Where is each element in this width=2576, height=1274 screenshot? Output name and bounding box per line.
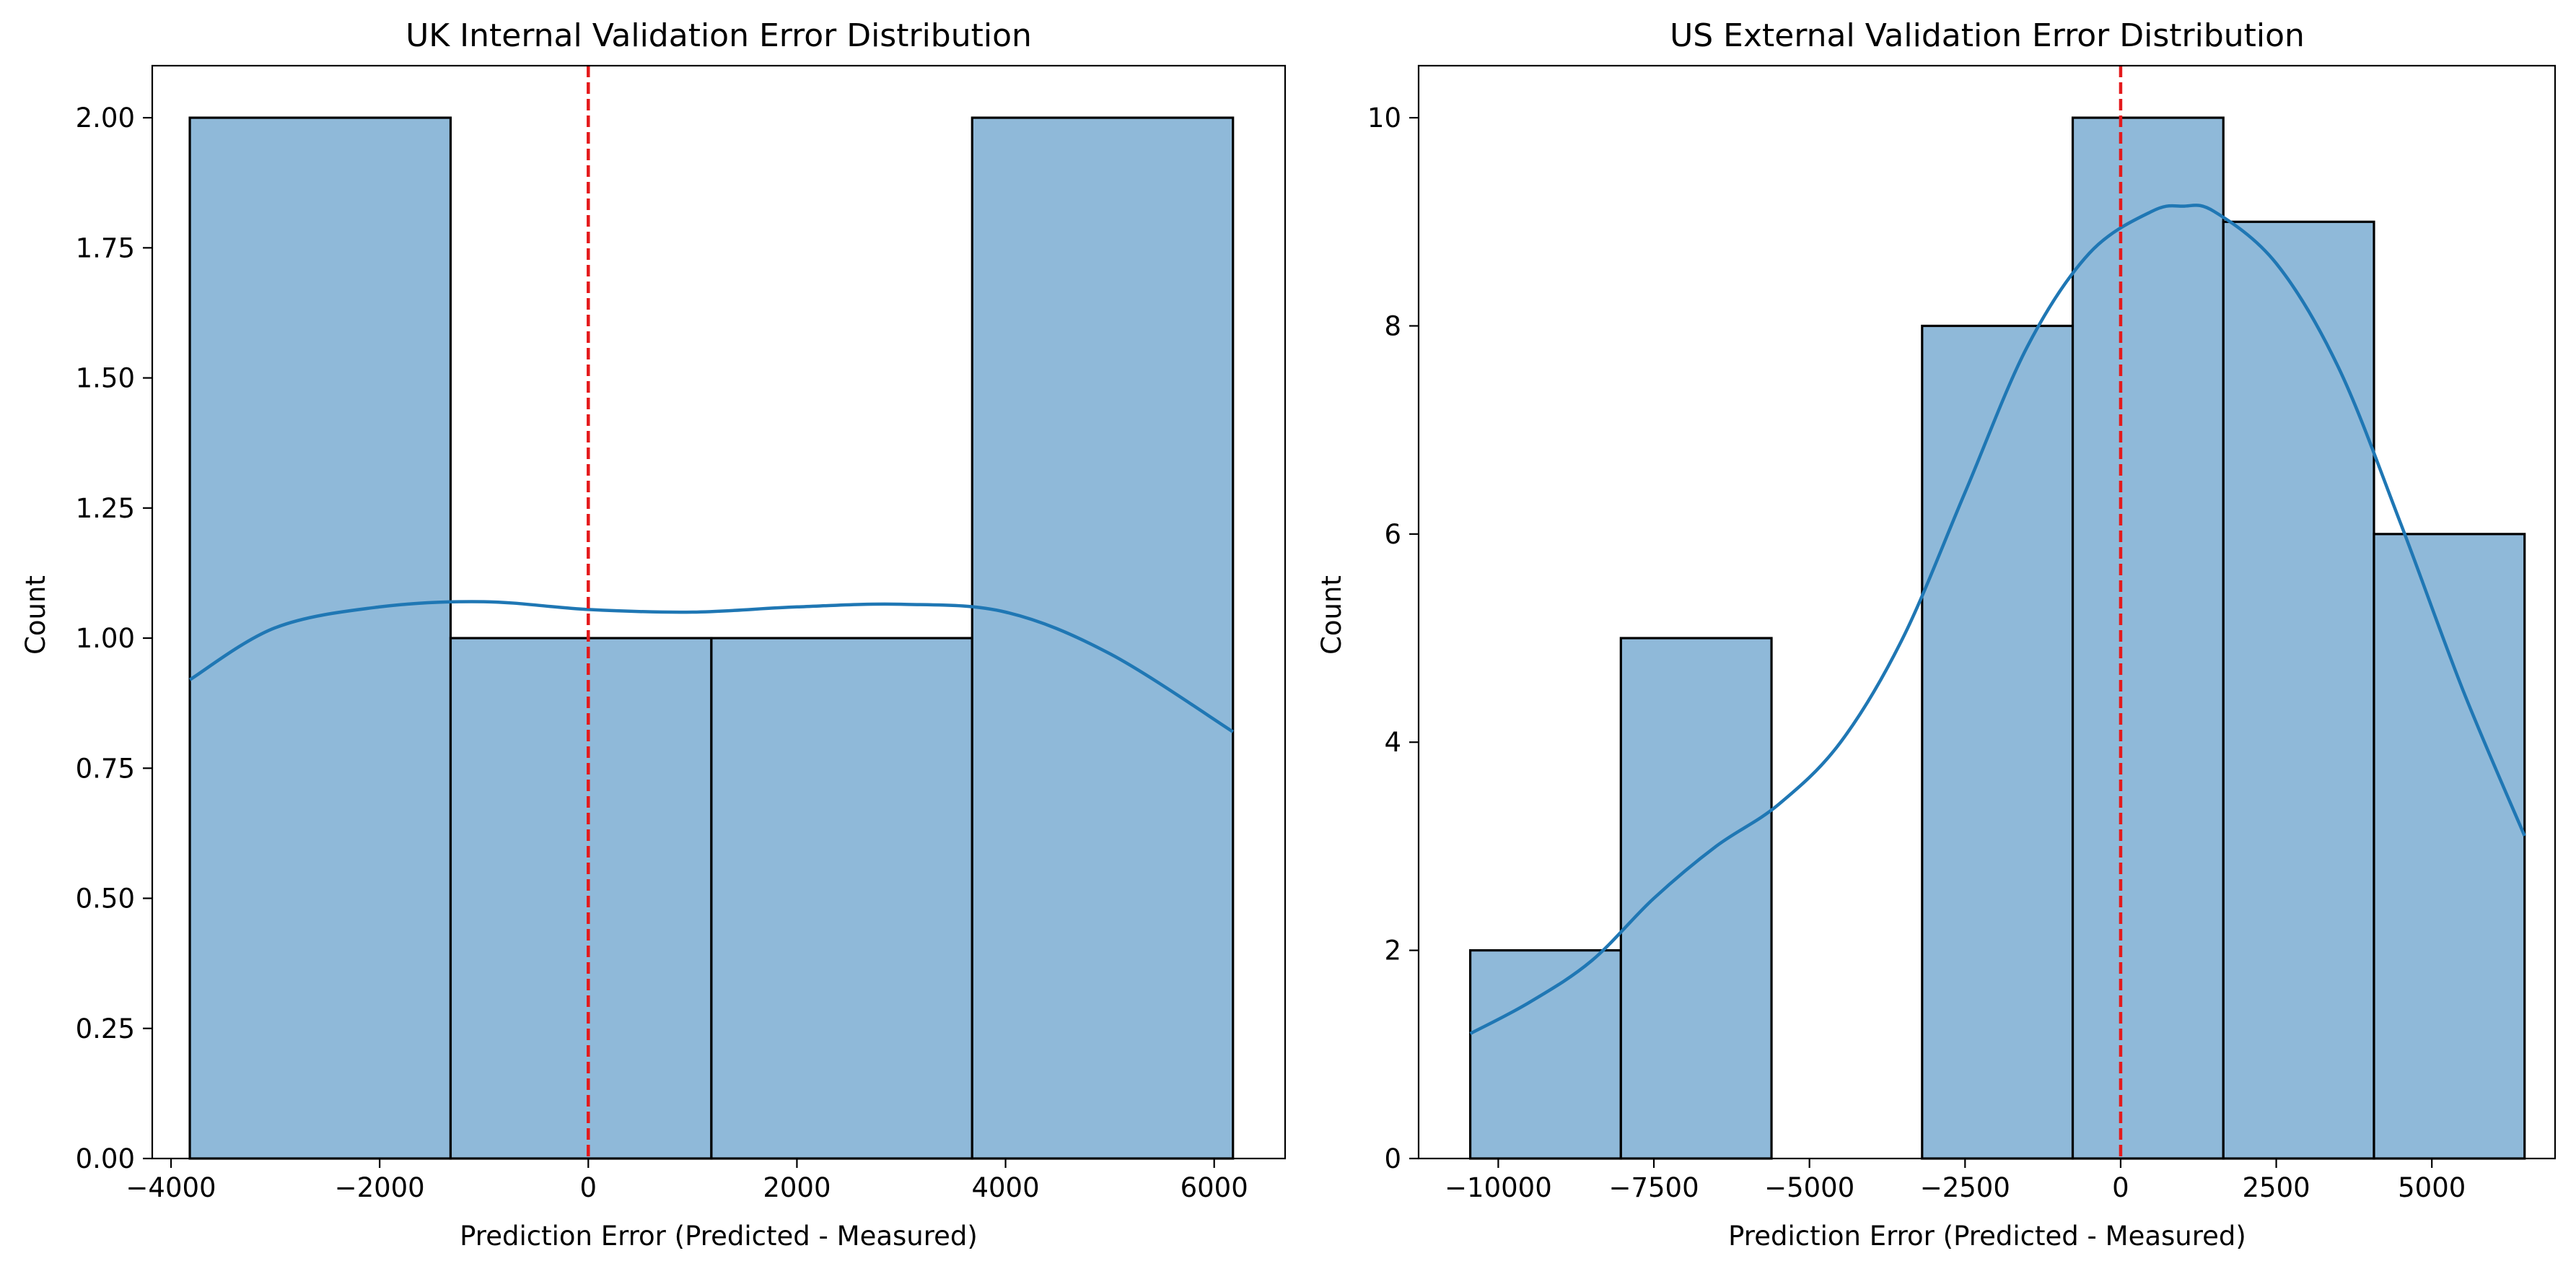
us-x-tick-label: 0: [2112, 1172, 2129, 1203]
us-y-tick-label: 10: [1367, 102, 1401, 134]
uk-y-tick-label: 1.75: [76, 232, 135, 263]
us-y-tick-label: 8: [1384, 310, 1401, 341]
uk-x-tick-label: 6000: [1180, 1172, 1248, 1203]
uk-x-tick-label: −2000: [335, 1172, 425, 1203]
us-x-tick-label: −10000: [1445, 1172, 1552, 1203]
us-x-tick-label: 2500: [2242, 1172, 2310, 1203]
us-histogram-bar: [2222, 220, 2375, 1160]
us-x-tick-label: −5000: [1764, 1172, 1854, 1203]
uk-y-axis-label: Count: [20, 575, 51, 655]
us-x-tick-label: 5000: [2398, 1172, 2466, 1203]
uk-histogram-bar: [188, 116, 452, 1160]
us-histogram-bar: [2071, 116, 2225, 1160]
us-histogram-bar: [1921, 324, 2075, 1160]
uk-chart-title: UK Internal Validation Error Distributio…: [406, 17, 1032, 54]
uk-y-tick-label: 0.50: [76, 883, 135, 915]
uk-histogram-bar: [449, 637, 713, 1160]
uk-y-tick-label: 1.50: [76, 363, 135, 394]
us-x-axis-label: Prediction Error (Predicted - Measured): [1728, 1221, 2246, 1252]
us-histogram-bar: [1468, 949, 1622, 1160]
uk-x-axis-label: Prediction Error (Predicted - Measured): [460, 1221, 978, 1252]
uk-y-tick-label: 1.00: [76, 623, 135, 654]
us-y-tick-label: 2: [1384, 935, 1401, 967]
us-histogram-bar: [1619, 637, 1773, 1160]
us-y-axis-label: Count: [1316, 575, 1347, 655]
us-y-tick-label: 0: [1384, 1143, 1401, 1174]
us-x-tick-label: −2500: [1920, 1172, 2010, 1203]
uk-x-tick-label: 2000: [763, 1172, 831, 1203]
uk-plot-frame: [151, 64, 1287, 1160]
uk-histogram-bar: [710, 637, 973, 1160]
uk-y-tick-label: 0.25: [76, 1013, 135, 1044]
uk-kde-curve: [188, 600, 1234, 733]
uk-y-tick-label: 2.00: [76, 102, 135, 134]
uk-error-histogram: UK Internal Validation Error Distributio…: [20, 17, 1287, 1252]
us-x-tick-label: −7500: [1608, 1172, 1699, 1203]
uk-y-tick-label: 0.00: [76, 1143, 135, 1174]
uk-x-tick-label: 0: [580, 1172, 597, 1203]
uk-x-tick-label: 4000: [971, 1172, 1039, 1203]
us-error-histogram: US External Validation Error Distributio…: [1316, 17, 2557, 1252]
us-histogram-bar: [2373, 533, 2526, 1160]
uk-y-tick-label: 0.75: [76, 753, 135, 784]
us-chart-title: US External Validation Error Distributio…: [1670, 17, 2305, 54]
us-y-tick-label: 6: [1384, 519, 1401, 550]
us-kde-curve: [1469, 204, 2526, 1035]
us-y-tick-label: 4: [1384, 727, 1401, 758]
uk-histogram-bar: [971, 116, 1235, 1160]
uk-x-tick-label: −4000: [126, 1172, 216, 1203]
us-plot-frame: [1417, 64, 2557, 1160]
uk-y-tick-label: 1.25: [76, 493, 135, 524]
